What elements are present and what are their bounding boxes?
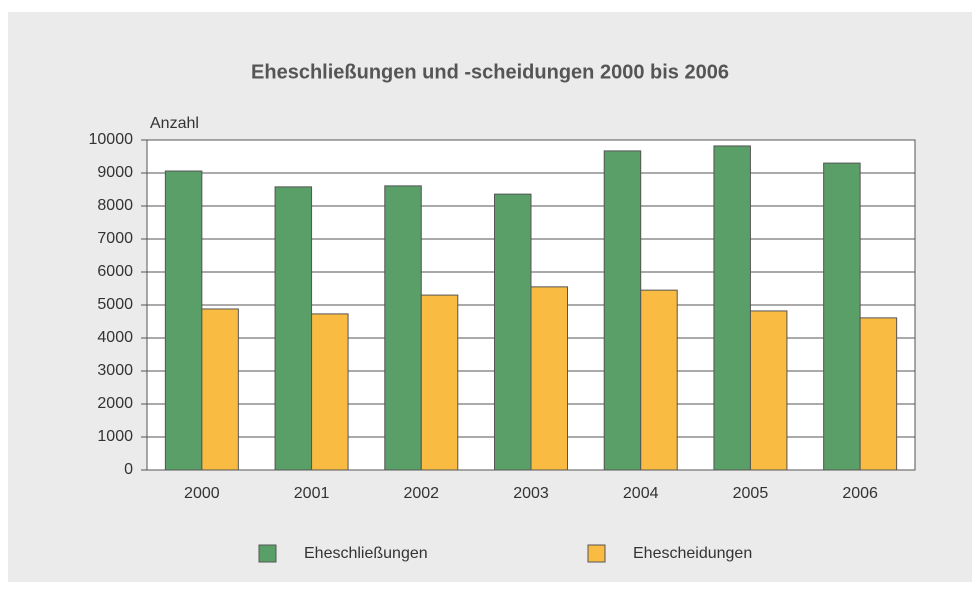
- y-tick-label: 0: [124, 461, 133, 478]
- bar: [201, 308, 239, 471]
- bar: [713, 145, 751, 471]
- bar: [640, 289, 678, 471]
- y-tick-label: 6000: [97, 263, 133, 280]
- x-tick-label: 2005: [733, 485, 769, 502]
- y-tick-label: 4000: [97, 329, 133, 346]
- x-tick-label: 2001: [294, 485, 330, 502]
- bar: [823, 162, 861, 471]
- bar: [859, 317, 898, 471]
- y-tick-label: 2000: [97, 395, 133, 412]
- y-tick-label: 10000: [89, 131, 134, 148]
- bar: [311, 313, 349, 471]
- bar: [603, 150, 642, 471]
- chart-title: Eheschließungen und -scheidungen 2000 bi…: [251, 61, 729, 83]
- bar: [530, 286, 568, 471]
- legend-label: Ehescheidungen: [633, 545, 752, 562]
- legend-label: Eheschließungen: [304, 545, 428, 562]
- plot-border: [146, 139, 916, 471]
- bar: [274, 186, 313, 471]
- bar: [164, 170, 203, 471]
- y-tick-label: 9000: [97, 164, 133, 181]
- y-tick-label: 7000: [97, 230, 133, 247]
- y-axis-label: Anzahl: [150, 115, 199, 132]
- legend-swatch: [587, 544, 606, 563]
- x-tick-label: 2006: [842, 485, 878, 502]
- y-tick-label: 3000: [97, 362, 133, 379]
- bar: [384, 185, 422, 471]
- y-tick-label: 8000: [97, 197, 133, 214]
- y-tick-label: 5000: [97, 296, 133, 313]
- x-tick-label: 2003: [513, 485, 549, 502]
- bar: [494, 193, 532, 471]
- x-tick-label: 2004: [623, 485, 659, 502]
- bar: [420, 294, 459, 471]
- bar: [749, 310, 788, 471]
- x-tick-label: 2002: [403, 485, 439, 502]
- legend-swatch: [258, 544, 277, 563]
- y-tick-label: 1000: [97, 428, 133, 445]
- x-tick-label: 2000: [184, 485, 220, 502]
